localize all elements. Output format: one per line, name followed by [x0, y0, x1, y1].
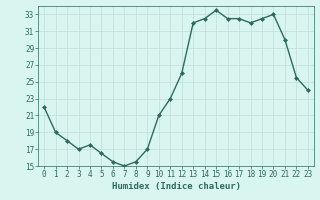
X-axis label: Humidex (Indice chaleur): Humidex (Indice chaleur) — [111, 182, 241, 191]
